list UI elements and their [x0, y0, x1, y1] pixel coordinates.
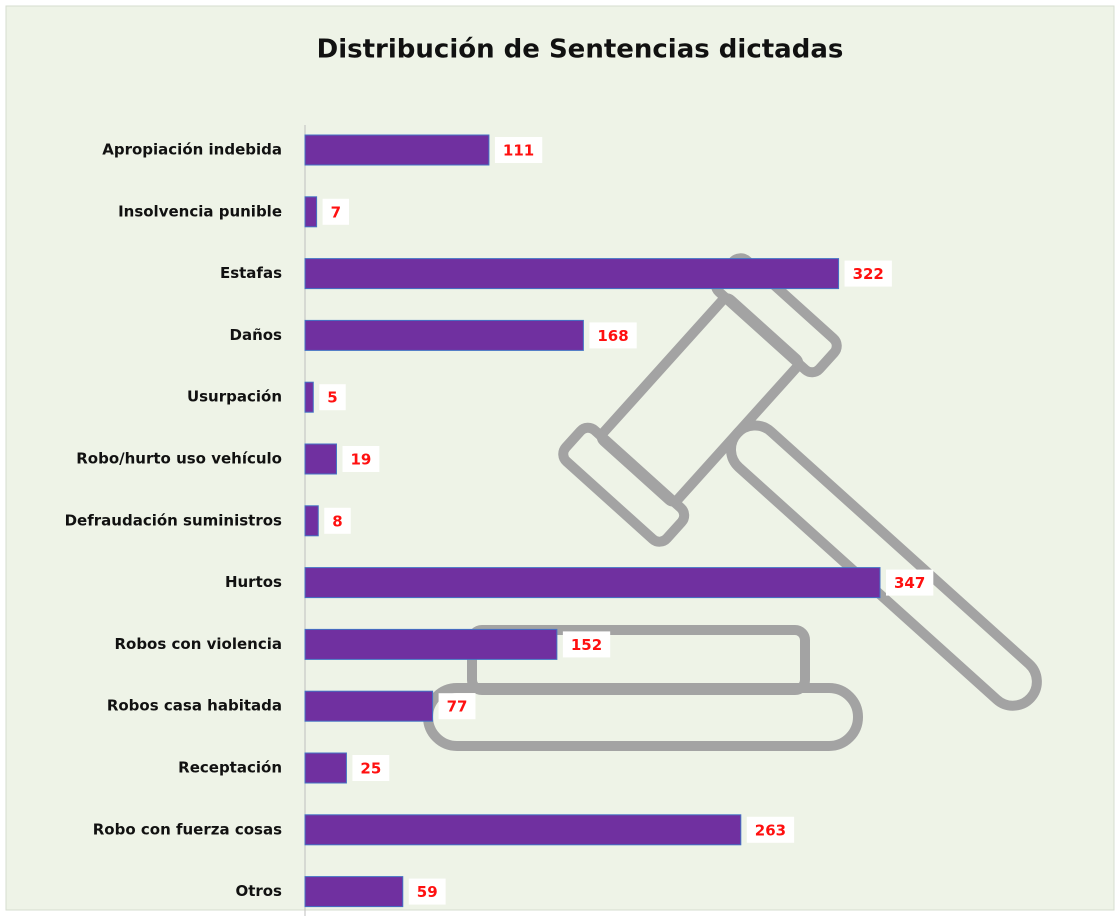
bar [305, 691, 433, 721]
value-label: 7 [331, 203, 341, 221]
chart: Distribución de Sentencias dictadas Apro… [0, 0, 1120, 916]
bar [305, 320, 583, 350]
value-label: 152 [571, 636, 602, 654]
category-label: Estafas [220, 264, 282, 282]
value-label: 322 [853, 265, 884, 283]
category-label: Apropiación indebida [102, 141, 282, 159]
bar [305, 197, 317, 227]
bar [305, 629, 557, 659]
bar [305, 135, 489, 165]
category-label: Robos casa habitada [107, 697, 282, 715]
bar [305, 506, 318, 536]
bar [305, 382, 313, 412]
category-label: Usurpación [187, 388, 282, 406]
category-label: Robo/hurto uso vehículo [76, 450, 282, 468]
bar [305, 877, 403, 907]
category-label: Insolvencia punible [118, 202, 282, 220]
category-label: Robos con violencia [114, 635, 282, 653]
value-label: 8 [332, 512, 342, 530]
value-label: 77 [447, 698, 468, 716]
category-label: Daños [230, 326, 283, 344]
category-label: Robo con fuerza cosas [93, 820, 282, 838]
bar [305, 815, 741, 845]
bar [305, 753, 346, 783]
value-label: 168 [597, 327, 628, 345]
category-label: Hurtos [225, 573, 282, 591]
chart-title: Distribución de Sentencias dictadas [317, 35, 844, 65]
value-label: 111 [503, 142, 534, 160]
value-label: 263 [755, 821, 786, 839]
category-label: Otros [235, 882, 282, 900]
category-label: Defraudación suministros [65, 511, 282, 529]
value-label: 59 [417, 883, 438, 901]
value-label: 5 [327, 389, 337, 407]
bar [305, 259, 839, 289]
bar [305, 444, 336, 474]
bar [305, 568, 880, 598]
value-label: 19 [350, 451, 371, 469]
value-label: 347 [894, 574, 925, 592]
category-label: Receptación [178, 759, 282, 777]
value-label: 25 [360, 760, 381, 778]
